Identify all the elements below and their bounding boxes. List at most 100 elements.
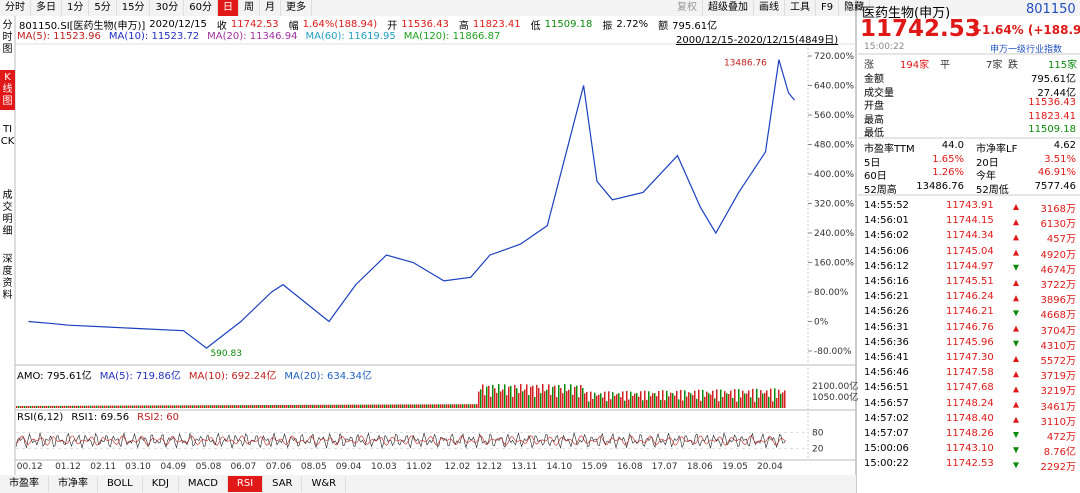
last-price: 11742.53: [860, 16, 981, 42]
tool-button[interactable]: 日: [217, 0, 239, 16]
tool-button[interactable]: 30分: [150, 0, 185, 16]
tool-button[interactable]: 更多: [281, 0, 312, 16]
volume-bar: [390, 404, 392, 408]
bottom-tab[interactable]: 市盈率: [0, 476, 49, 492]
volume-bar: [732, 397, 734, 408]
info-item: 低: [530, 21, 541, 32]
x-tick-label: 12.12: [476, 462, 502, 472]
volume-bar: [112, 405, 114, 408]
x-tick-label: 11.02: [406, 462, 432, 472]
tick-time: 14:56:02: [864, 230, 909, 242]
volume-bar: [344, 404, 346, 408]
y-tick-label: 480.00%: [814, 141, 854, 151]
volume-bar: [74, 405, 76, 408]
volume-bar: [460, 404, 462, 408]
volume-bar: [720, 389, 722, 408]
volume-bar: [418, 404, 420, 408]
volume-bar: [360, 404, 362, 408]
tool-button[interactable]: 画线: [754, 0, 785, 16]
volume-bar: [696, 398, 698, 408]
bottom-tab[interactable]: RSI: [227, 476, 264, 492]
volume-bar: [648, 391, 650, 408]
tick-volume: 457万: [1046, 234, 1076, 246]
bottom-tab[interactable]: 市净率: [49, 476, 98, 492]
volume-bar: [138, 405, 140, 408]
tool-button[interactable]: 1分: [62, 0, 90, 16]
legend-item: AMO: 795.61亿: [17, 371, 92, 382]
volume-bar: [306, 404, 308, 408]
tick-time: 14:56:06: [864, 245, 909, 257]
tick-volume: 3704万: [1040, 325, 1076, 337]
volume-bar: [62, 405, 64, 408]
tick-price: 11743.10: [946, 443, 994, 455]
stat-value: 795.61亿: [1031, 74, 1076, 85]
volume-bar: [724, 391, 726, 408]
info-item: 2020/12/15: [149, 19, 207, 30]
tool-button[interactable]: 超级叠加: [703, 0, 754, 16]
tick-time: 15:00:06: [864, 443, 909, 455]
tick-volume: 3722万: [1040, 280, 1076, 291]
volume-bar: [452, 404, 454, 408]
volume-bar: [520, 384, 522, 408]
tick-volume: 4920万: [1040, 249, 1076, 261]
volume-bar: [628, 399, 630, 408]
side-tab[interactable]: 深度资料: [2, 254, 13, 301]
side-tab[interactable]: TICK: [0, 124, 15, 147]
volume-bar: [592, 399, 594, 408]
volume-bar: [560, 387, 562, 408]
bottom-tab[interactable]: SAR: [263, 476, 303, 492]
volume-bar: [290, 404, 292, 408]
y-tick-label: 160.00%: [814, 259, 854, 269]
info-item: 振: [602, 21, 613, 32]
stat-value: 3.51%: [1044, 153, 1076, 165]
tool-button[interactable]: 分时: [0, 0, 31, 16]
x-tick-label: 08.05: [301, 462, 327, 472]
tool-button[interactable]: 多日: [31, 0, 62, 16]
tool-button[interactable]: 月: [260, 0, 281, 16]
tick-price: 11742.53: [946, 458, 994, 470]
bottom-tab[interactable]: KDJ: [143, 476, 179, 492]
volume-bar: [784, 390, 786, 408]
y-tick-label: 80: [812, 428, 824, 438]
side-tab[interactable]: K线图: [0, 70, 15, 110]
tool-button[interactable]: 工具: [785, 0, 816, 16]
tick-volume: 3168万: [1040, 204, 1076, 215]
volume-bar: [354, 404, 356, 408]
tool-button[interactable]: F9: [816, 0, 840, 16]
volume-bar: [646, 399, 648, 408]
volume-bar: [392, 404, 394, 408]
y-tick-label: 640.00%: [814, 82, 854, 92]
y-tick-label: 80.00%: [814, 288, 849, 298]
volume-bar: [68, 405, 70, 408]
side-tab[interactable]: 分时图: [2, 20, 13, 55]
info-item: 1.64%(188.94): [302, 19, 378, 30]
volume-bar: [678, 399, 680, 408]
volume-bar: [632, 396, 634, 408]
volume-bar: [300, 404, 302, 408]
bottom-tab[interactable]: BOLL: [98, 476, 143, 492]
volume-bar: [734, 389, 736, 408]
tool-button[interactable]: 复权: [672, 0, 703, 16]
volume-bar: [342, 404, 344, 408]
volume-bar: [282, 404, 284, 408]
tool-button[interactable]: 隐藏: [839, 0, 871, 16]
tick-price: 11745.96: [946, 336, 994, 348]
bottom-tab[interactable]: W&R: [302, 476, 347, 492]
tool-button[interactable]: 周: [239, 0, 260, 16]
y-tick-label: 1050.00亿: [812, 391, 858, 403]
side-tab[interactable]: 成交明细: [2, 190, 13, 237]
volume-bar: [684, 390, 686, 408]
tool-button[interactable]: 15分: [117, 0, 151, 16]
tick-time: 14:57:07: [864, 428, 909, 439]
bottom-tab[interactable]: MACD: [179, 476, 228, 492]
volume-bar: [432, 404, 434, 408]
tool-button[interactable]: 5分: [89, 0, 117, 16]
volume-bar: [482, 384, 484, 408]
tool-button[interactable]: 60分: [184, 0, 218, 16]
toolbar-right: 复权 超级叠加 画线 工具 F9 隐藏: [672, 0, 871, 16]
tick-price: 11745.04: [946, 245, 994, 257]
volume-bar: [472, 404, 474, 408]
volume-bar: [224, 405, 226, 408]
volume-bar: [756, 388, 758, 408]
stat-label: 5日: [864, 157, 881, 169]
